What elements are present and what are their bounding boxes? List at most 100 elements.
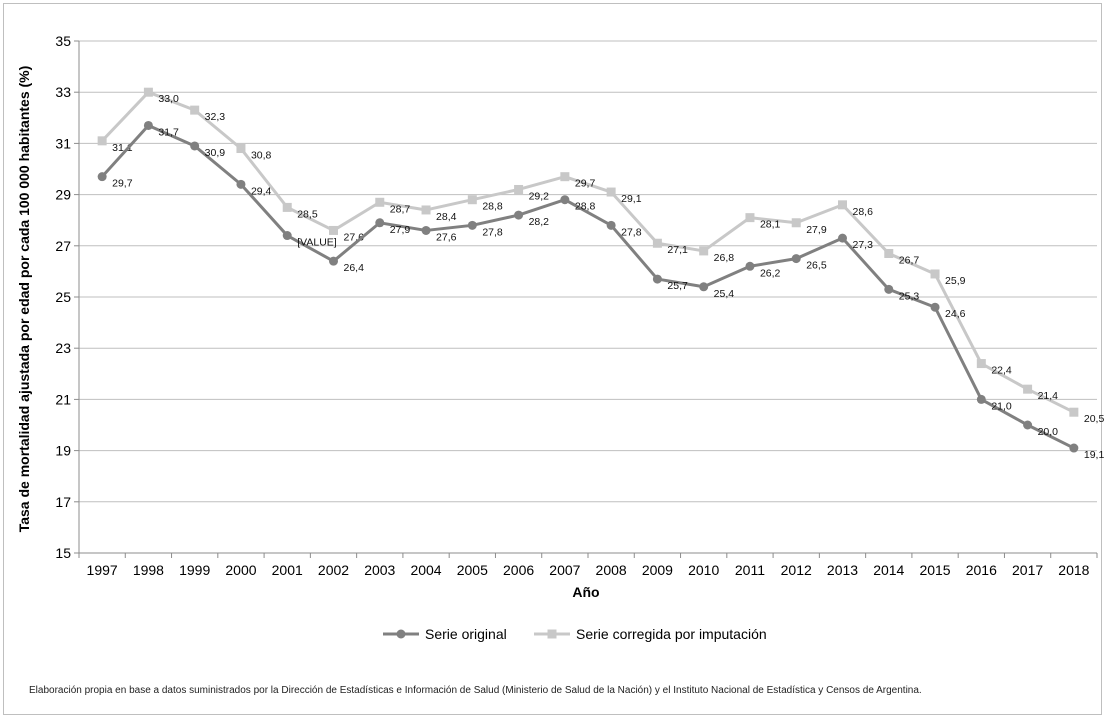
data-label: 29,2 xyxy=(529,190,550,202)
legend-marker xyxy=(396,629,406,639)
data-point xyxy=(745,261,755,271)
data-label: 27,9 xyxy=(806,224,827,236)
data-label: 28,4 xyxy=(436,211,457,223)
x-tick-label: 2014 xyxy=(873,562,904,578)
y-tick-label: 27 xyxy=(55,238,71,254)
data-label: 26,4 xyxy=(344,262,365,274)
series-line xyxy=(101,90,1075,414)
data-point xyxy=(375,197,385,207)
data-label: 26,5 xyxy=(806,260,827,272)
data-label: 27,8 xyxy=(621,226,642,238)
data-label: 29,1 xyxy=(621,193,642,205)
data-point xyxy=(699,246,709,256)
data-point xyxy=(884,284,894,294)
data-label: 27,1 xyxy=(667,244,688,256)
x-tick-label: 2003 xyxy=(364,562,395,578)
x-axis-title: Año xyxy=(572,584,599,600)
data-label: 26,7 xyxy=(899,254,920,266)
x-tick-label: 2005 xyxy=(457,562,488,578)
data-point xyxy=(375,218,385,228)
data-point xyxy=(190,105,200,115)
data-point xyxy=(606,220,616,230)
x-tick-label: 2002 xyxy=(318,562,349,578)
y-tick-label: 15 xyxy=(55,545,71,561)
data-point xyxy=(421,225,431,235)
data-label: 29,7 xyxy=(575,178,596,190)
data-point xyxy=(329,225,338,235)
data-point xyxy=(838,233,847,243)
y-tick-label: 29 xyxy=(55,187,71,203)
x-tick-label: 1999 xyxy=(179,562,210,578)
x-tick-label: 1998 xyxy=(133,562,164,578)
data-point xyxy=(97,136,107,146)
y-tick-label: 33 xyxy=(55,84,71,100)
legend-marker xyxy=(547,629,557,639)
data-label: 21,0 xyxy=(991,400,1012,412)
data-point xyxy=(930,269,940,279)
x-tick-label: 2016 xyxy=(966,562,997,578)
data-label: 30,9 xyxy=(205,147,226,159)
y-tick-label: 19 xyxy=(55,443,71,459)
data-point xyxy=(1069,443,1079,453)
data-point xyxy=(976,394,986,404)
series-original: 29,7 31,7 30,9 29,4 [VALUE] 26,4 27,9 27,6 27,8 2… xyxy=(97,120,1105,461)
data-label: 28,7 xyxy=(390,203,411,215)
data-point xyxy=(282,202,292,212)
x-tick-label: 2004 xyxy=(410,562,441,578)
y-tick-label: 31 xyxy=(55,135,71,151)
data-label: 25,7 xyxy=(667,280,688,292)
data-label: 29,7 xyxy=(112,178,133,190)
data-label: 30,8 xyxy=(251,150,272,162)
x-tick-label: 2011 xyxy=(735,562,765,578)
data-point xyxy=(190,141,200,151)
data-label: 28,1 xyxy=(760,219,781,231)
y-tick-label: 17 xyxy=(55,494,71,510)
data-label: [VALUE] xyxy=(297,237,337,249)
data-label: 22,4 xyxy=(991,365,1012,377)
data-label: 21,4 xyxy=(1038,390,1059,402)
data-label: 27,6 xyxy=(436,231,457,243)
data-point xyxy=(652,274,662,284)
data-point xyxy=(1023,384,1033,394)
data-point xyxy=(1023,420,1033,430)
x-tick-label: 2010 xyxy=(688,562,719,578)
data-label: 20,0 xyxy=(1038,426,1059,438)
data-label: 31,7 xyxy=(158,126,179,138)
data-label: 29,4 xyxy=(251,185,272,197)
data-label: 32,3 xyxy=(205,111,226,123)
data-label: 28,2 xyxy=(529,216,550,228)
data-label: 27,9 xyxy=(390,224,411,236)
data-point xyxy=(236,144,246,154)
y-tick-label: 23 xyxy=(55,340,71,356)
data-label: 19,1 xyxy=(1084,449,1105,461)
legend-label: Serie original xyxy=(425,626,507,642)
data-label: 27,3 xyxy=(853,239,874,251)
data-point xyxy=(838,200,847,210)
x-tick-label: 2017 xyxy=(1012,562,1043,578)
data-point xyxy=(282,231,292,241)
data-label: 27,8 xyxy=(482,226,503,238)
data-label: 26,2 xyxy=(760,267,781,279)
data-point xyxy=(791,254,801,264)
data-point xyxy=(421,205,431,215)
data-label: 25,9 xyxy=(945,275,966,287)
data-label: 28,8 xyxy=(482,201,503,213)
data-point xyxy=(652,238,662,248)
series-layer: 31,1 33,0 32,3 30,8 28,5 27,6 28,7 28,4 28,8 29,2… xyxy=(97,87,1105,461)
data-point xyxy=(329,256,338,266)
data-point xyxy=(143,120,153,130)
data-label: 33,0 xyxy=(158,93,179,105)
data-point xyxy=(236,179,246,189)
x-tick-label: 2013 xyxy=(827,562,858,578)
data-label: 31,1 xyxy=(112,142,133,154)
x-tick-label: 2012 xyxy=(781,562,812,578)
x-tick-label: 2015 xyxy=(919,562,950,578)
x-tick-label: 2018 xyxy=(1058,562,1089,578)
x-tick-label: 2008 xyxy=(596,562,627,578)
x-tick-label: 2009 xyxy=(642,562,673,578)
data-point xyxy=(1069,407,1079,417)
data-point xyxy=(791,218,801,228)
data-label: 28,8 xyxy=(575,201,596,213)
data-point xyxy=(930,302,940,312)
